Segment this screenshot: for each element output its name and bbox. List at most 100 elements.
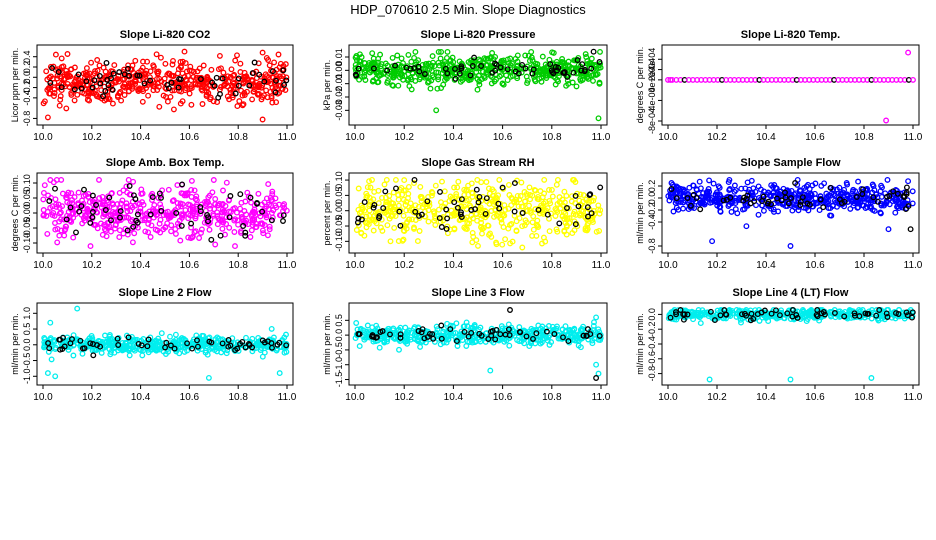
x-tick-label: 10.4	[444, 260, 464, 271]
data-point-selected	[511, 208, 518, 215]
outlier-point	[401, 177, 408, 184]
data-point	[384, 338, 390, 345]
data-point	[481, 74, 488, 81]
data-point	[455, 178, 462, 185]
data-point-selected	[820, 204, 827, 211]
data-point-selected	[144, 343, 151, 350]
data-point	[396, 338, 403, 344]
data-point	[367, 184, 374, 191]
data-point	[234, 52, 240, 59]
outlier-point	[210, 177, 217, 183]
data-point	[403, 207, 410, 214]
data-point	[530, 226, 537, 233]
data-point	[353, 320, 360, 326]
data-point-selected	[903, 309, 910, 316]
x-tick-label: 10.8	[542, 392, 562, 403]
outlier-point	[181, 48, 188, 55]
data-point	[257, 220, 264, 227]
data-point-selected	[471, 54, 478, 61]
data-point-selected	[564, 205, 570, 211]
data-point	[572, 179, 579, 185]
data-point-selected	[205, 218, 211, 225]
data-point	[98, 220, 104, 227]
data-point	[569, 230, 576, 237]
data-point	[577, 191, 584, 198]
data-point	[395, 196, 402, 203]
data-point	[546, 228, 553, 235]
data-point	[582, 51, 589, 58]
data-point	[237, 205, 244, 212]
data-point-selected	[874, 198, 881, 205]
data-point	[448, 212, 455, 219]
data-point-selected	[799, 194, 806, 201]
data-point-selected	[76, 208, 83, 215]
figure-title: HDP_070610 2.5 Min. Slope Diagnostics	[350, 2, 586, 17]
data-point-selected	[171, 345, 178, 352]
data-point	[55, 84, 62, 91]
data-point-selected	[235, 82, 242, 89]
data-point-selected	[529, 70, 536, 77]
data-point	[529, 57, 536, 64]
x-tick-label: 10.6	[493, 260, 513, 271]
data-point	[539, 323, 546, 330]
data-point	[158, 204, 165, 211]
data-point-selected	[579, 61, 586, 68]
data-point	[112, 225, 118, 232]
data-point	[428, 189, 435, 195]
points-layer	[40, 48, 290, 123]
data-point	[533, 327, 540, 334]
data-point	[540, 200, 547, 207]
data-point	[772, 184, 779, 191]
outlier-point	[433, 107, 440, 114]
data-point	[249, 335, 256, 342]
data-point	[562, 210, 569, 217]
data-point	[463, 343, 470, 349]
data-point-selected	[473, 186, 480, 193]
x-tick-label: 11.0	[278, 260, 297, 271]
data-point	[732, 206, 739, 213]
data-point-selected	[504, 66, 511, 73]
data-point	[266, 223, 273, 230]
y-tick-label: 0.2	[22, 61, 32, 74]
data-point	[573, 335, 580, 342]
data-point	[373, 322, 380, 329]
x-tick-label: 10.2	[707, 260, 727, 271]
data-point	[248, 227, 255, 234]
data-point	[438, 199, 444, 206]
data-point	[537, 340, 544, 347]
data-point	[265, 181, 272, 188]
data-point-selected	[717, 312, 724, 319]
data-point	[425, 60, 432, 67]
data-point-selected	[254, 200, 260, 207]
data-point	[454, 184, 461, 191]
data-point-selected	[565, 338, 572, 345]
data-point	[884, 176, 891, 183]
y-tick-label: 0.4	[22, 50, 32, 63]
data-point-selected	[555, 64, 562, 71]
data-point-selected	[90, 341, 96, 347]
data-point-selected	[424, 333, 431, 340]
data-point	[513, 228, 520, 235]
data-point	[771, 208, 777, 215]
data-point-selected	[204, 212, 211, 218]
data-point	[219, 225, 226, 232]
data-point	[457, 334, 464, 341]
data-point	[592, 63, 599, 70]
data-point	[108, 228, 114, 235]
data-point-selected	[89, 84, 96, 91]
data-point	[215, 202, 222, 209]
data-point-selected	[429, 331, 436, 338]
data-point	[466, 220, 472, 227]
data-point	[96, 176, 102, 183]
data-point	[514, 52, 521, 59]
data-point	[596, 80, 603, 87]
data-point	[713, 196, 719, 203]
data-point	[524, 77, 531, 84]
plot-frame	[348, 44, 608, 126]
y-tick-label: -0.05	[22, 218, 32, 239]
data-point	[259, 227, 266, 234]
outlier-point	[787, 243, 794, 249]
data-point-selected	[259, 208, 266, 215]
data-point	[447, 58, 454, 64]
